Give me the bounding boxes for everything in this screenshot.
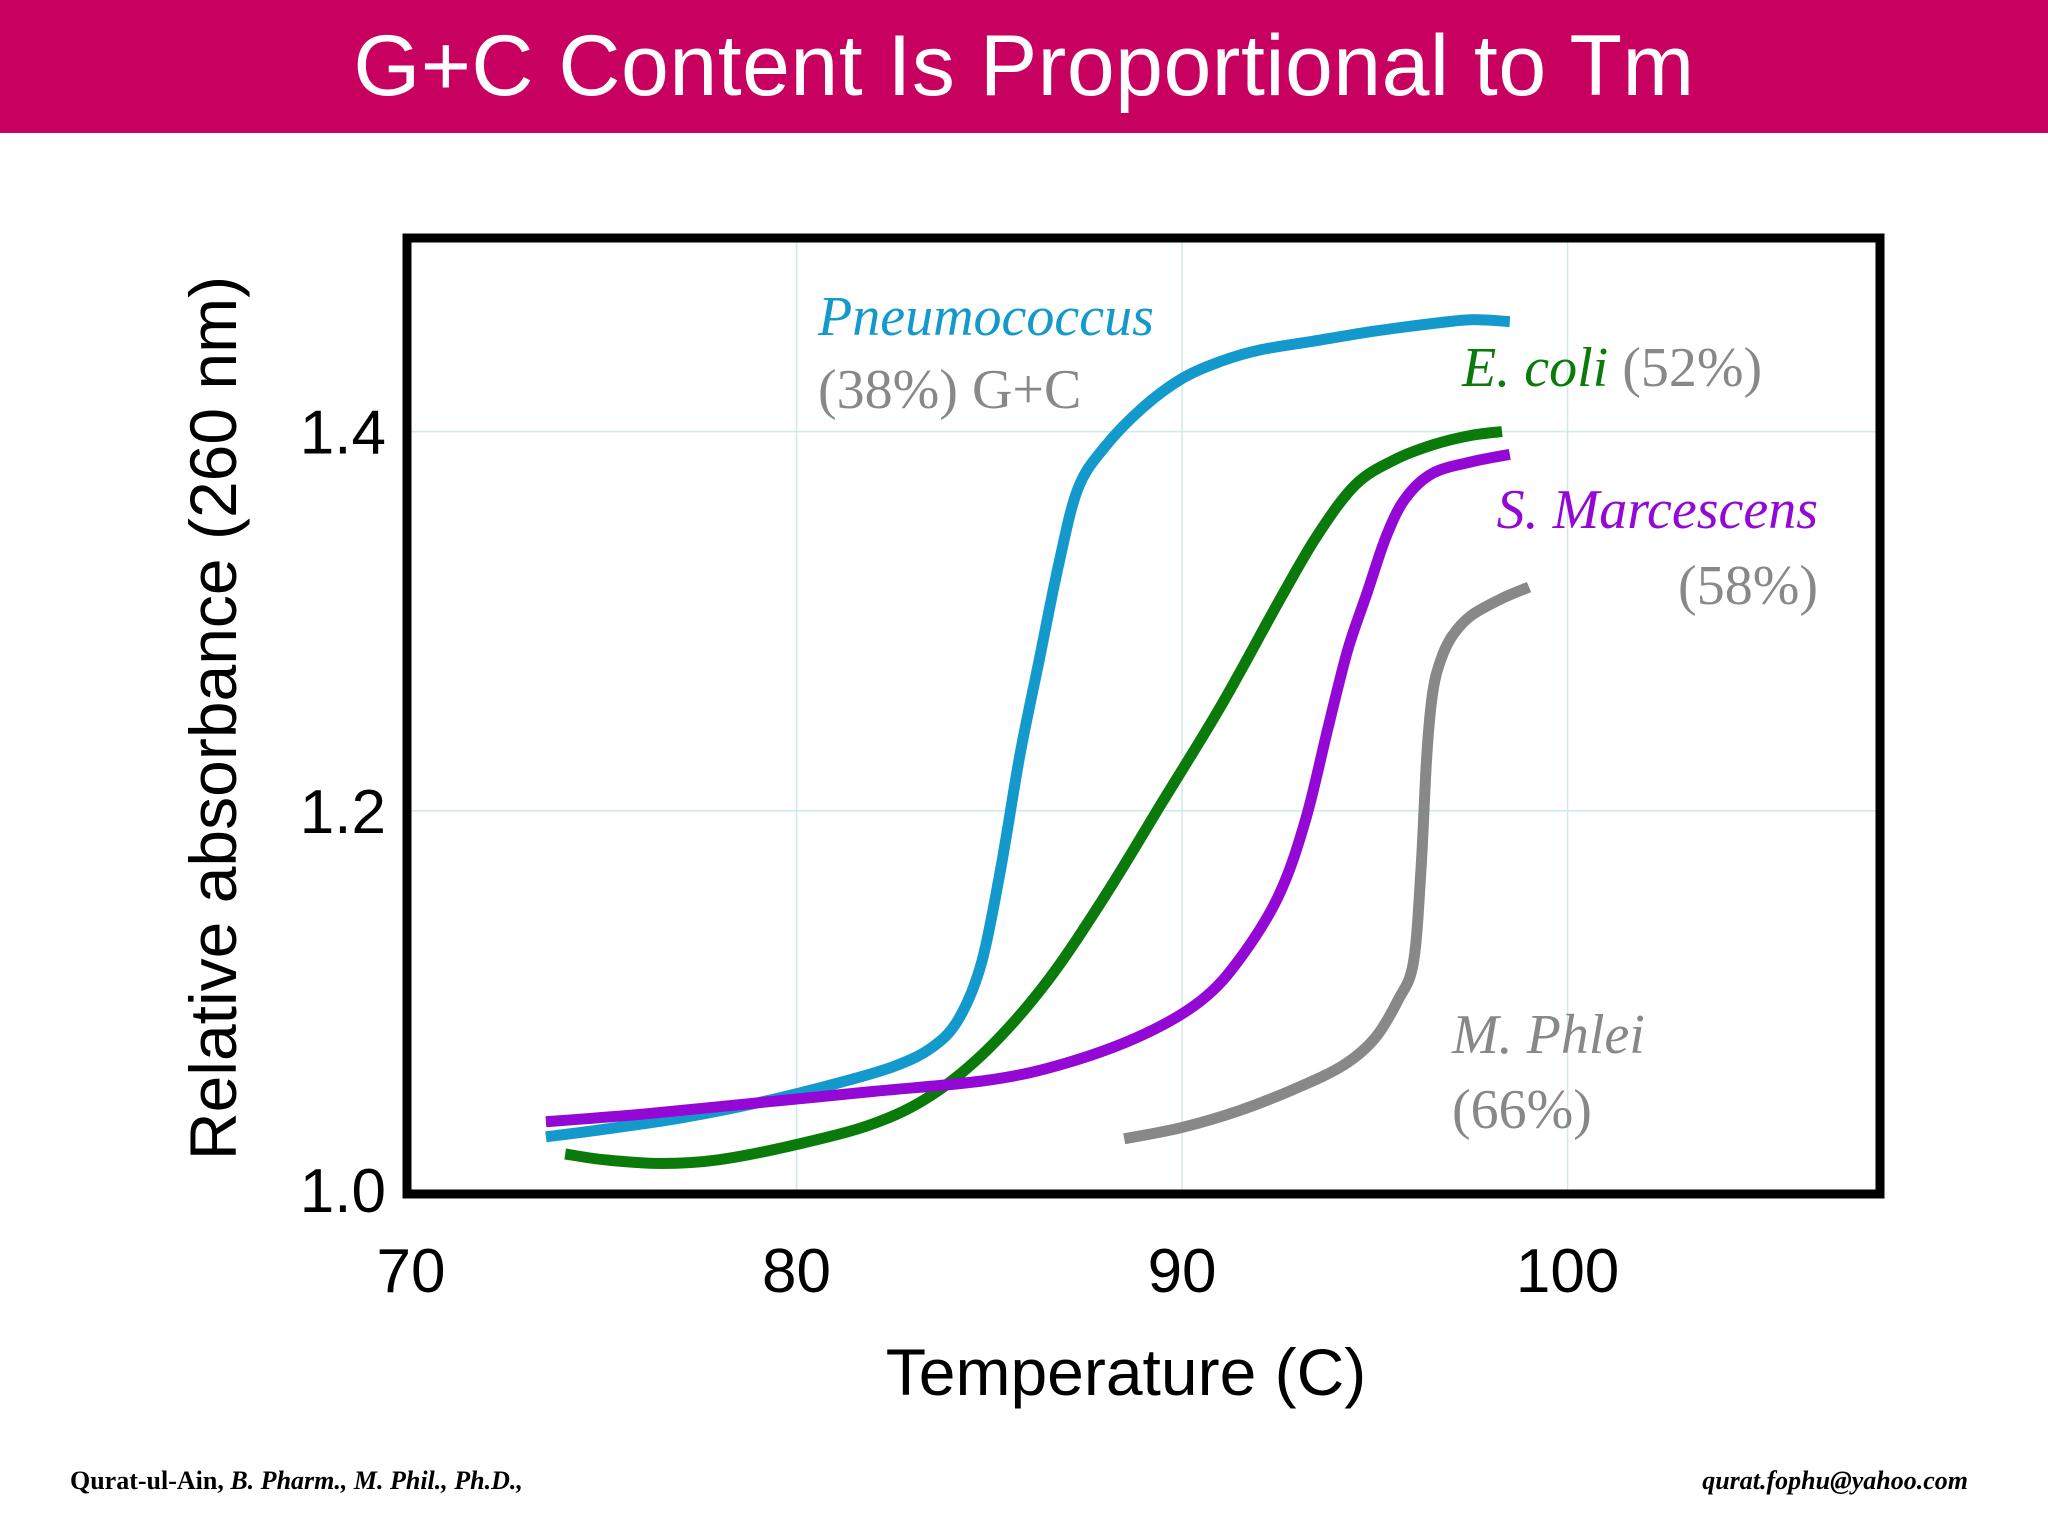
chart-grid (411, 242, 1876, 1190)
author-name: Qurat-ul-Ain, (70, 1466, 224, 1495)
plot-frame (402, 233, 1885, 1199)
axis-tick-labels: 70 80 90 100 1.0 1.2 1.4 (300, 399, 1620, 1306)
label-pneumococcus-name: Pneumococcus (817, 286, 1154, 348)
footer-author: Qurat-ul-Ain, B. Pharm., M. Phil., Ph.D.… (70, 1466, 523, 1496)
series-line-ecoli (564, 426, 1503, 1169)
footer-email: qurat.fophu@yahoo.com (1702, 1466, 1968, 1495)
title-banner: G+C Content Is Proportional to Tm (0, 0, 2048, 133)
author-qualifications: B. Pharm., M. Phil., Ph.D., (223, 1466, 523, 1495)
series-line-smarcescens (545, 448, 1511, 1128)
label-smarcescens-pct: (58%) (1678, 555, 1818, 617)
label-smarcescens-name: S. Marcescens (1497, 479, 1818, 541)
label-ecoli: E. coli (52%) (1461, 337, 1762, 399)
x-tick-label: 100 (1516, 1237, 1619, 1306)
x-tick-label: 80 (762, 1237, 831, 1306)
y-tick-label: 1.4 (300, 399, 386, 468)
slide-title: G+C Content Is Proportional to Tm (353, 18, 1695, 114)
series-line-mphlei (1123, 582, 1532, 1145)
label-pneumococcus-pct: (38%) G+C (818, 359, 1081, 421)
x-tick-label: 90 (1148, 1237, 1217, 1306)
y-tick-label: 1.2 (300, 778, 386, 847)
label-mphlei-pct: (66%) (1452, 1079, 1592, 1141)
label-ecoli-name: E. coli (1461, 337, 1608, 399)
label-ecoli-pct: (52%) (1622, 337, 1762, 399)
chart-curves (545, 314, 1532, 1169)
x-axis-label: Temperature (C) (886, 1335, 1366, 1409)
label-mphlei-name: M. Phlei (1451, 1004, 1645, 1066)
x-tick-label: 70 (377, 1237, 446, 1306)
y-axis-label: Relative absorbance (260 nm) (176, 276, 250, 1160)
y-tick-label: 1.0 (300, 1157, 386, 1226)
series-line-pneumococcus (545, 314, 1511, 1143)
